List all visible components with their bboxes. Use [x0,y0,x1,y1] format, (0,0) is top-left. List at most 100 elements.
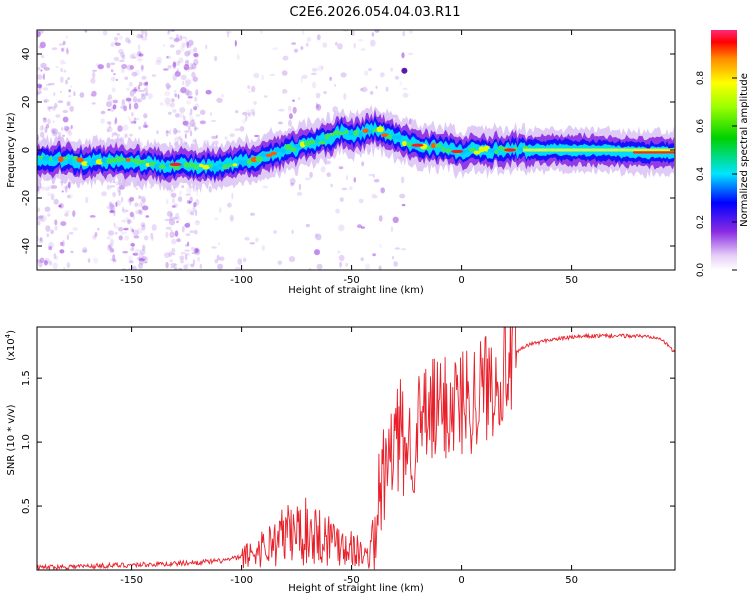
noise-speck [42,117,47,123]
noise-speck [338,254,345,262]
noise-speck [199,263,202,269]
noise-speck [63,69,67,73]
noise-speck [60,241,64,246]
noise-speck [46,233,50,238]
noise-speck [316,263,323,270]
noise-speck [306,36,312,43]
noise-speck [315,233,322,241]
noise-speck [145,91,149,97]
noise-speck [107,98,110,101]
noise-speck [165,130,170,134]
noise-speck [287,105,292,112]
noise-speck [167,87,170,91]
noise-speck [345,262,348,267]
noise-speck [140,93,147,96]
noise-speck [133,235,140,239]
noise-speck [69,105,74,112]
noise-speck [143,121,147,128]
noise-speck [185,120,189,128]
x-tick-label: 50 [565,575,578,586]
noise-speck [173,37,180,43]
noise-speck [306,42,309,47]
noise-speck [261,245,266,251]
noise-speck [360,87,364,92]
ridge-blob [68,158,73,165]
noise-speck [121,219,127,223]
noise-speck [47,118,51,125]
noise-speck [136,50,142,58]
noise-speck [40,215,47,222]
ridge-blob [52,156,60,161]
noise-speck [166,210,173,217]
noise-speck [181,226,185,233]
noise-speck [140,222,146,228]
noise-speck [373,178,380,183]
ridge-blob [314,139,320,143]
noise-speck [189,196,193,203]
noise-speck [63,47,65,52]
noise-speck [101,191,107,197]
noise-speck [110,76,116,82]
noise-speck [130,120,137,124]
noise-speck [138,53,144,57]
noise-speck [70,125,73,129]
noise-speck [337,43,343,50]
ridge-blob [333,130,341,136]
noise-speck [193,202,197,208]
noise-speck [290,182,295,186]
noise-speck [92,69,97,72]
noise-speck [132,252,135,256]
noise-speck [168,30,171,33]
noise-speck [124,235,130,241]
noise-speck [195,89,199,96]
noise-speck [51,131,57,137]
noise-speck [137,51,142,57]
noise-speck [58,205,62,207]
spectrogram-y-ticks: -40 -20 0 20 40 [21,48,675,254]
noise-speck [115,117,118,124]
snr-scale-base: (x10 [6,338,17,361]
colorbar-ticks: 0.0 0.2 0.4 0.6 0.8 [696,71,737,277]
noise-speck [37,67,41,71]
noise-speck [170,192,177,198]
noise-speck [82,249,88,253]
ridge-blob [86,161,94,166]
noise-speck [189,48,195,55]
noise-speck [184,223,191,228]
noise-speck [249,242,256,245]
noise-speck [42,73,45,80]
noise-speck [117,48,124,55]
noise-speck [132,88,138,92]
noise-speck [133,252,139,256]
noise-speck [374,30,380,33]
noise-speck [151,236,154,241]
noise-speck [184,243,188,247]
noise-speck [138,34,144,38]
noise-speck [113,222,116,227]
noise-speck [113,225,119,229]
noise-speck [251,85,256,93]
noise-speck [195,199,200,206]
noise-speck [193,247,200,254]
noise-speck [184,252,190,256]
noise-speck [191,71,196,78]
y-tick-label: 0.5 [21,498,32,514]
noise-speck [47,213,51,217]
noise-speck [358,198,364,204]
noise-speck [138,81,143,86]
noise-speck [195,220,200,223]
noise-speck [360,257,364,262]
noise-speck [208,185,212,193]
noise-speck [181,88,187,94]
noise-speck [174,136,181,143]
noise-speck [368,173,374,177]
noise-speck [289,182,295,187]
noise-speck [399,193,406,199]
noise-speck [121,64,128,69]
noise-speck [407,52,414,56]
noise-speck [176,216,181,223]
noise-speck [64,212,69,217]
noise-speck [123,227,129,231]
ridge-blob [309,139,316,145]
